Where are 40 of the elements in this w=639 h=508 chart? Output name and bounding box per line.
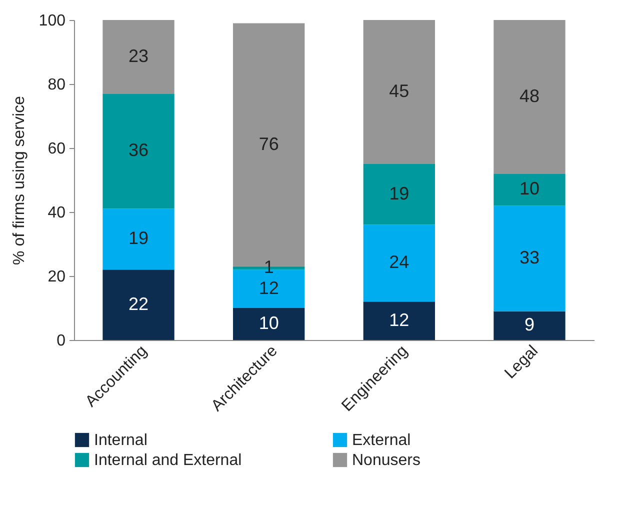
y-tick-label: 0 — [56, 332, 66, 350]
legend-label: Nonusers — [352, 452, 420, 469]
y-tick-label: 80 — [48, 76, 66, 94]
data-label: 22 — [128, 294, 149, 314]
data-label: 76 — [258, 134, 279, 154]
bar — [363, 302, 436, 340]
y-tick-label: 60 — [48, 140, 66, 158]
data-label: 10 — [258, 313, 279, 333]
bar — [494, 174, 566, 206]
y-tick-label: 20 — [48, 268, 66, 286]
bar — [494, 206, 566, 312]
bar — [102, 270, 174, 340]
bar — [363, 20, 436, 164]
data-label: 19 — [389, 183, 410, 204]
data-label: 23 — [128, 46, 149, 66]
bar — [363, 164, 436, 225]
y-axis-title: % of firms using service — [10, 96, 28, 265]
data-label: 9 — [524, 314, 534, 335]
data-label: 33 — [519, 247, 540, 268]
legend-label: External — [352, 432, 411, 449]
data-label: 19 — [128, 228, 149, 248]
bar — [494, 311, 566, 340]
data-label: 12 — [389, 310, 410, 330]
data-label: 1 — [264, 257, 274, 277]
data-label: 36 — [128, 140, 149, 160]
data-label: 10 — [519, 178, 540, 199]
data-label: 48 — [519, 86, 540, 106]
legend-label: Internal and External — [94, 452, 242, 469]
data-label: 12 — [258, 278, 279, 298]
bar — [102, 94, 174, 209]
data-label: 24 — [389, 252, 410, 272]
bar — [494, 20, 566, 174]
data-label: 45 — [389, 81, 410, 101]
y-tick-label: 100 — [38, 12, 66, 30]
y-tick-label: 40 — [48, 204, 66, 222]
legend-label: Internal — [94, 432, 148, 449]
bar — [102, 20, 174, 94]
bar — [232, 308, 305, 340]
bar — [363, 224, 436, 302]
bar — [102, 208, 174, 270]
